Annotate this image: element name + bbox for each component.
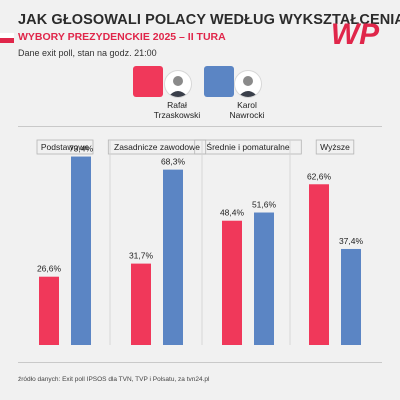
bar-nawrocki xyxy=(254,212,274,345)
legend-name-trzaskowski: Rafał Trzaskowski xyxy=(153,100,201,120)
legend-swatch-nawrocki xyxy=(204,66,234,97)
wp-logo-text: WP xyxy=(331,18,380,51)
divider-top xyxy=(18,126,382,127)
page-title: JAK GŁOSOWALI POLACY WEDŁUG WYKSZTAŁCENI… xyxy=(18,12,400,28)
category-label: Podstawowe xyxy=(41,142,89,152)
bar-value-label: 37,4% xyxy=(339,236,364,246)
category-label: Średnie i pomaturalne xyxy=(206,141,289,152)
category-label-box xyxy=(194,139,302,155)
bar-nawrocki xyxy=(163,169,183,345)
bar-trzaskowski xyxy=(222,220,242,345)
avatar-trzaskowski xyxy=(164,70,192,98)
bar-trzaskowski xyxy=(39,276,59,345)
category-label-box xyxy=(36,139,94,155)
bar-trzaskowski xyxy=(131,263,151,345)
bar-value-label: 68,3% xyxy=(161,157,186,167)
flag-icon xyxy=(0,33,14,43)
bar-value-label: 73,4% xyxy=(69,144,94,154)
page-subtitle: WYBORY PREZYDENCKIE 2025 – II TURA xyxy=(18,31,226,43)
category-label-box xyxy=(107,139,207,155)
legend-swatch-trzaskowski xyxy=(133,66,163,97)
legend-name-nawrocki: Karol Nawrocki xyxy=(229,100,265,120)
bar-value-label: 51,6% xyxy=(252,200,277,210)
bar-nawrocki xyxy=(341,248,361,345)
source-footer: źródło danych: Exit poll IPSOS dla TVN, … xyxy=(18,376,210,383)
bar-value-label: 31,7% xyxy=(129,251,154,261)
category-label: Zasadnicze zawodowe xyxy=(114,142,200,152)
wp-logo: WP xyxy=(331,18,380,51)
avatar-nawrocki xyxy=(234,70,262,98)
category-label-box xyxy=(315,139,355,155)
bar-value-label: 62,6% xyxy=(307,171,332,181)
data-note: Dane exit poll, stan na godz. 21:00 xyxy=(18,48,157,58)
bar-value-label: 26,6% xyxy=(37,264,62,274)
bar-trzaskowski xyxy=(309,184,329,345)
bar-nawrocki xyxy=(71,156,91,345)
bar-value-label: 48,4% xyxy=(220,208,245,218)
divider-bottom xyxy=(18,362,382,363)
category-label: Wyższe xyxy=(320,142,350,152)
